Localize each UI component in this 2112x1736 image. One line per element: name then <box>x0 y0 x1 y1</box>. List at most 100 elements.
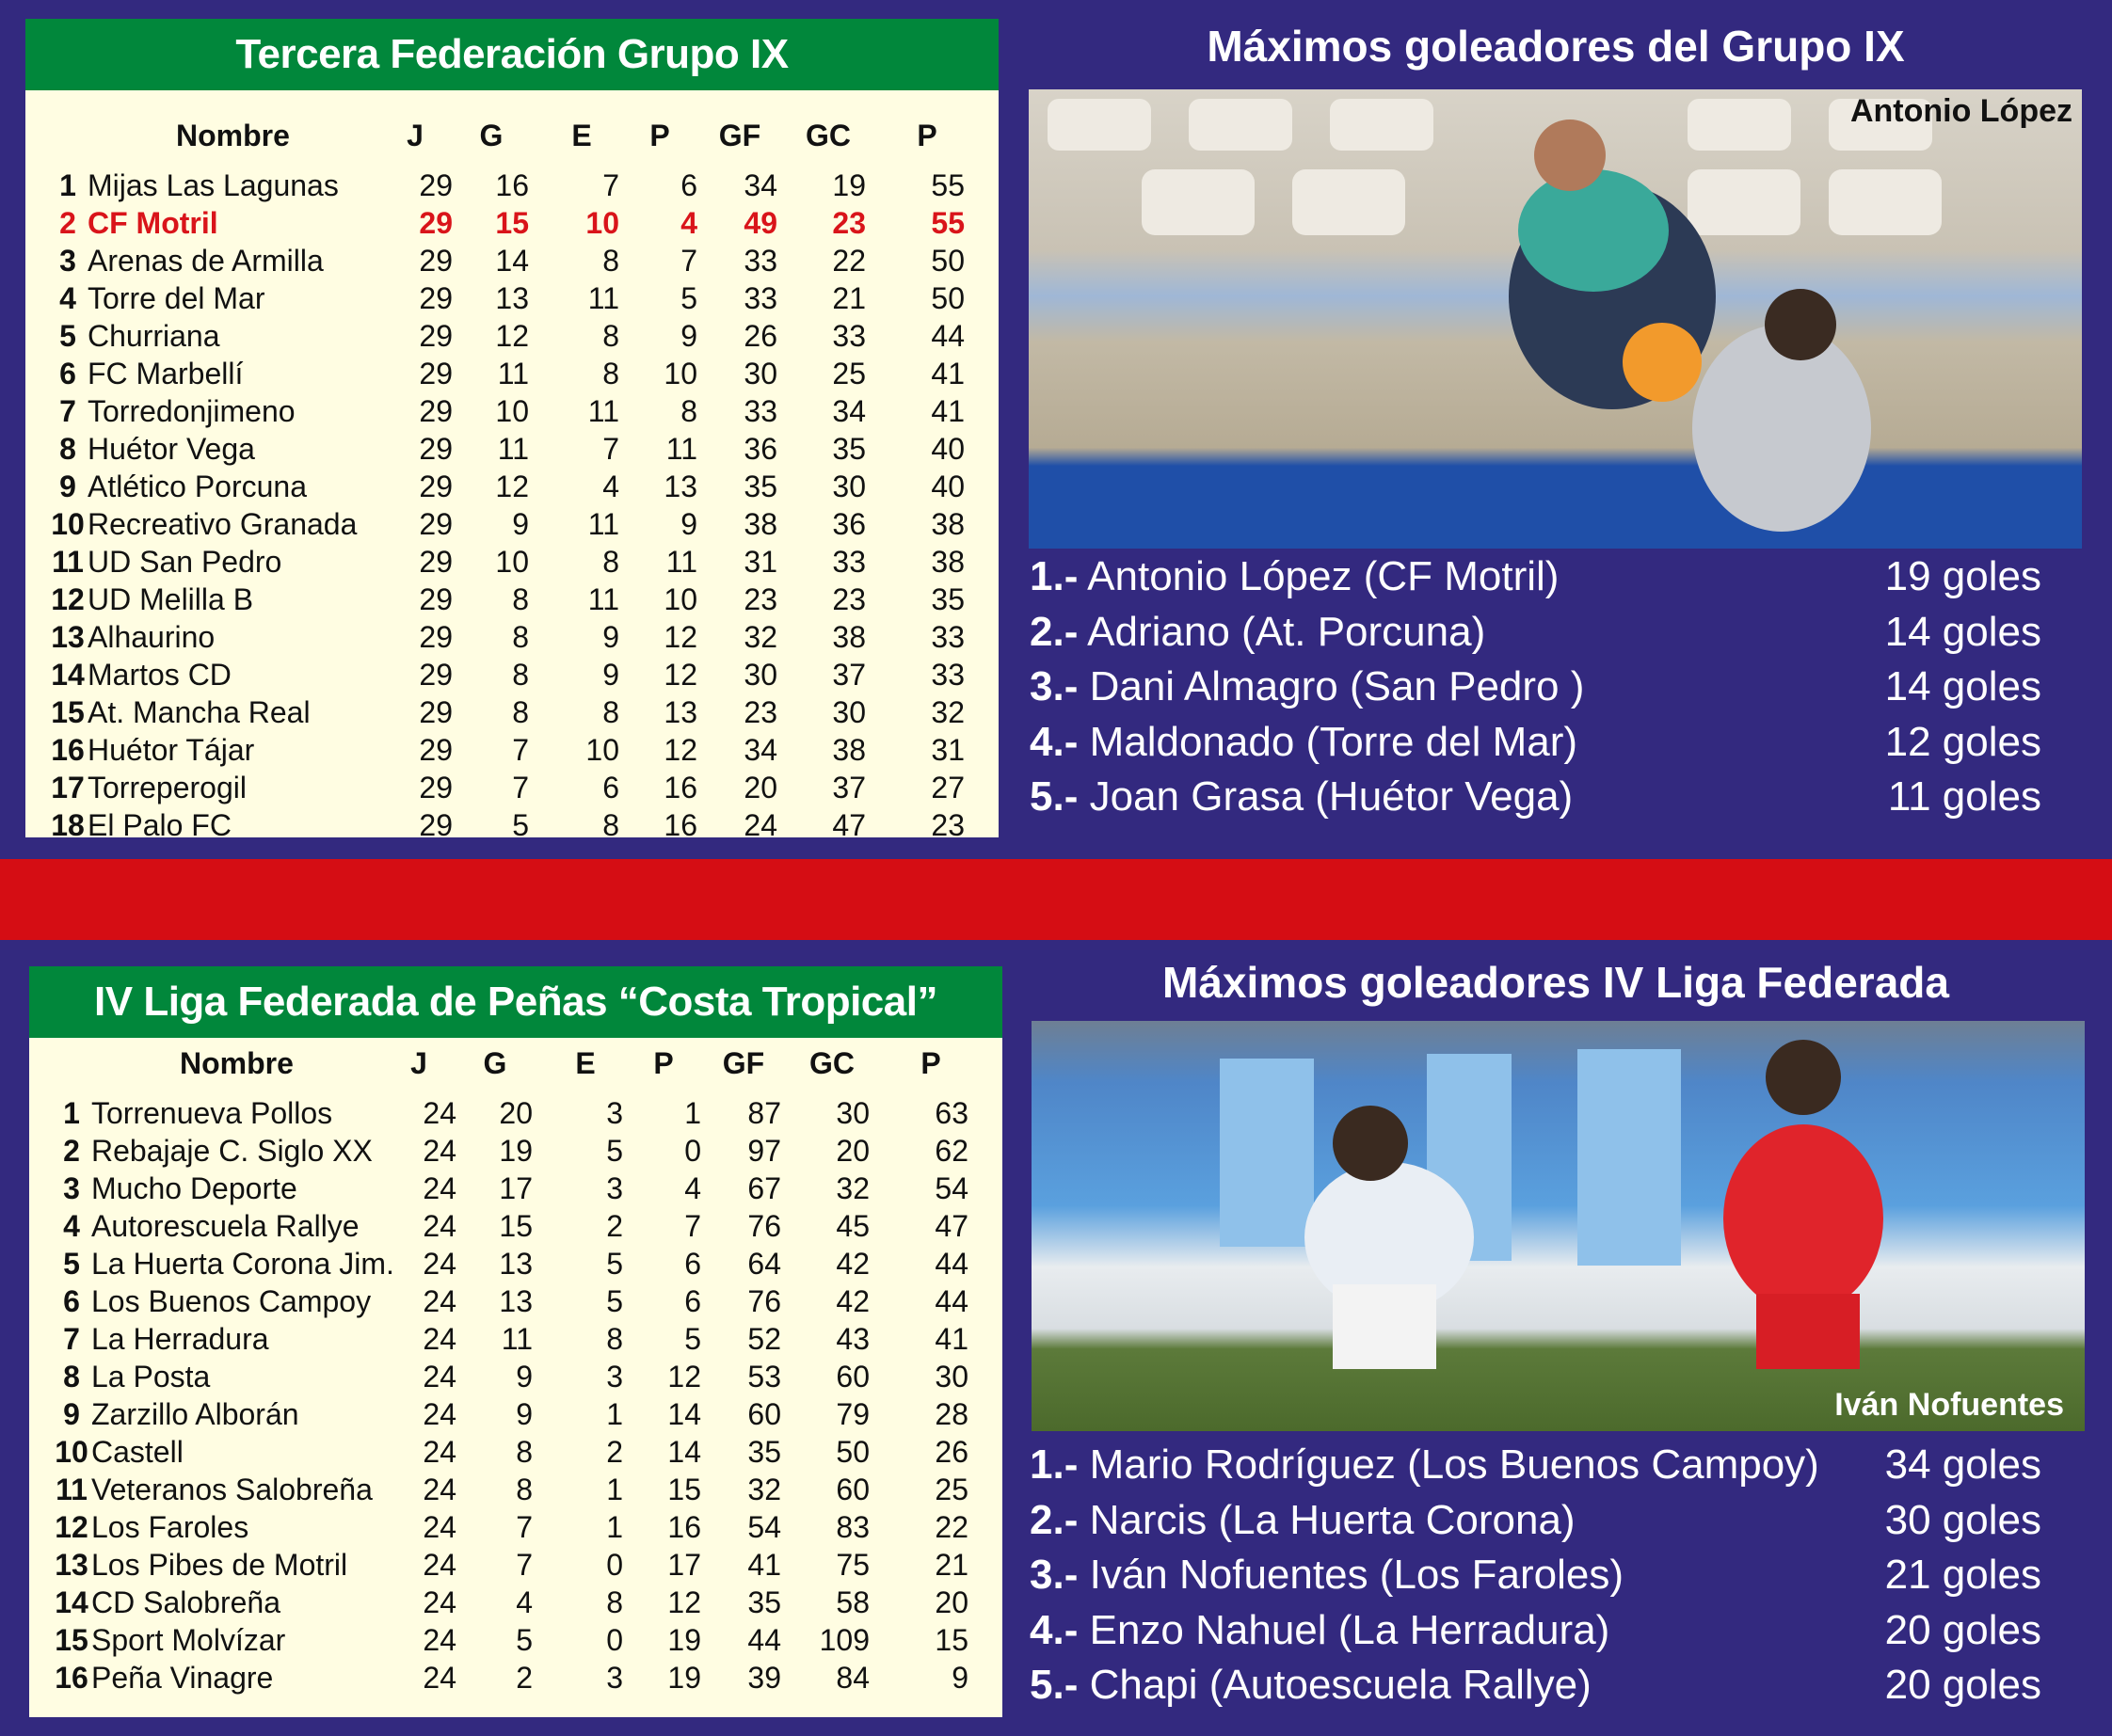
scorer-rank: 5.- <box>1030 1662 1079 1708</box>
stat-cell: 29 <box>419 319 453 353</box>
stat-cell: 14 <box>667 1435 701 1469</box>
stat-cell: 7 <box>602 168 619 202</box>
stat-cell: 76 <box>747 1284 781 1318</box>
position: 4 <box>63 1209 80 1243</box>
table-row: 1 Torrenueva Pollos 24 20 3 1 87 30 63 <box>29 1096 1002 1134</box>
stat-cell: 8 <box>602 545 619 579</box>
table-row: 5 La Huerta Corona Jim. 24 13 5 6 64 42 44 <box>29 1247 1002 1284</box>
stat-cell: 30 <box>832 470 866 503</box>
scorer-item: 5.- Joan Grasa (Huétor Vega) 11 goles <box>1030 773 2041 820</box>
stat-cell: 8 <box>512 695 529 729</box>
stat-cell: 11 <box>665 545 697 579</box>
stat-cell: 20 <box>935 1585 968 1619</box>
stat-cell: 13 <box>664 470 697 503</box>
stat-cell: 14 <box>667 1397 701 1431</box>
stat-cell: 55 <box>931 168 965 202</box>
position: 5 <box>59 319 76 353</box>
stat-cell: 31 <box>931 733 965 767</box>
position: 14 <box>51 658 85 692</box>
stat-cell: 0 <box>606 1548 623 1582</box>
stat-cell: 29 <box>419 470 453 503</box>
stat-cell: 9 <box>516 1360 533 1394</box>
table-row: 4 Autorescuela Rallye 24 15 2 7 76 45 47 <box>29 1209 1002 1247</box>
stat-cell: 35 <box>931 582 965 616</box>
table-row: 2 CF Motril 29 15 10 4 49 23 55 <box>25 206 999 244</box>
player-photo-ivan-nofuentes: Iván Nofuentes <box>1032 1021 2085 1431</box>
stat-cell: 7 <box>680 244 697 278</box>
stat-cell: 5 <box>680 281 697 315</box>
column-header: GC <box>806 119 851 152</box>
stat-cell: 8 <box>602 244 619 278</box>
stat-cell: 54 <box>935 1171 968 1205</box>
position: 2 <box>59 206 76 240</box>
stat-cell: 15 <box>499 1209 533 1243</box>
team-name: Atlético Porcuna <box>88 470 308 503</box>
stat-cell: 87 <box>747 1096 781 1130</box>
stat-cell: 20 <box>744 771 777 804</box>
stat-cell: 7 <box>512 771 529 804</box>
table-row: 11 Veteranos Salobreña 24 8 1 15 32 60 25 <box>29 1473 1002 1510</box>
scorer-item: 1.- Mario Rodríguez (Los Buenos Campoy) 3… <box>1030 1441 2041 1489</box>
stat-cell: 15 <box>935 1623 968 1657</box>
scorer-rank: 4.- <box>1030 1606 1079 1653</box>
team-name: Torre del Mar <box>88 281 265 315</box>
table-header-row: Nombre J G E P GF GC P <box>25 119 999 156</box>
table-row: 5 Churriana 29 12 8 9 26 33 44 <box>25 319 999 357</box>
column-header: J <box>410 1046 427 1080</box>
stat-cell: 45 <box>836 1209 870 1243</box>
table-row: 7 Torredonjimeno 29 10 11 8 33 34 41 <box>25 394 999 432</box>
scorer-rank: 1.- <box>1030 1441 1079 1488</box>
stat-cell: 32 <box>836 1171 870 1205</box>
scorer-item: 5.- Chapi (Autoescuela Rallye) 20 goles <box>1030 1662 2041 1709</box>
team-name: UD San Pedro <box>88 545 282 579</box>
stat-cell: 7 <box>512 733 529 767</box>
table-row: 13 Los Pibes de Motril 24 7 0 17 41 75 21 <box>29 1548 1002 1585</box>
stat-cell: 11 <box>501 1322 533 1356</box>
team-name: CD Salobreña <box>91 1585 280 1619</box>
stat-cell: 4 <box>516 1585 533 1619</box>
stat-cell: 14 <box>495 244 529 278</box>
stat-cell: 43 <box>836 1322 870 1356</box>
position: 18 <box>51 808 85 842</box>
column-header: E <box>571 119 592 152</box>
stat-cell: 33 <box>744 244 777 278</box>
table-header-row: Nombre J G E P GF GC P <box>29 1046 1002 1084</box>
photo-illustration <box>1220 1040 1883 1369</box>
stat-cell: 22 <box>832 244 866 278</box>
scorer-goals: 14 goles <box>1884 608 2041 655</box>
stat-cell: 5 <box>606 1247 623 1281</box>
stat-cell: 40 <box>931 432 965 466</box>
table-title: IV Liga Federada de Peñas “Costa Tropica… <box>29 966 1002 1038</box>
scorer-goals: 11 goles <box>1887 773 2041 820</box>
stat-cell: 84 <box>836 1661 870 1695</box>
stat-cell: 21 <box>935 1548 968 1582</box>
table-row: 18 El Palo FC 29 5 8 16 24 47 23 <box>25 808 999 846</box>
table-row: 14 CD Salobreña 24 4 8 12 35 58 20 <box>29 1585 1002 1623</box>
stat-cell: 38 <box>931 507 965 541</box>
stat-cell: 8 <box>606 1585 623 1619</box>
team-name: Martos CD <box>88 658 232 692</box>
stat-cell: 63 <box>935 1096 968 1130</box>
stat-cell: 12 <box>667 1360 701 1394</box>
stat-cell: 22 <box>935 1510 968 1544</box>
table-title: Tercera Federación Grupo IX <box>25 19 999 90</box>
stat-cell: 44 <box>935 1284 968 1318</box>
stat-cell: 7 <box>516 1510 533 1544</box>
stat-cell: 16 <box>667 1510 701 1544</box>
stat-cell: 29 <box>419 244 453 278</box>
table-row: 7 La Herradura 24 11 8 5 52 43 41 <box>29 1322 1002 1360</box>
stat-cell: 29 <box>419 507 453 541</box>
position: 15 <box>55 1623 88 1657</box>
stat-cell: 1 <box>606 1473 623 1506</box>
position: 10 <box>55 1435 88 1469</box>
stat-cell: 12 <box>667 1585 701 1619</box>
scorer-item: 4.- Maldonado (Torre del Mar) 12 goles <box>1030 719 2041 766</box>
stat-cell: 23 <box>832 582 866 616</box>
stat-cell: 44 <box>931 319 965 353</box>
stat-cell: 41 <box>747 1548 781 1582</box>
table-row: 15 Sport Molvízar 24 5 0 19 44 109 15 <box>29 1623 1002 1661</box>
scorers-title-liga-federada: Máximos goleadores IV Liga Federada <box>1162 958 1949 1007</box>
stat-cell: 13 <box>499 1247 533 1281</box>
position: 4 <box>59 281 76 315</box>
stat-cell: 3 <box>606 1360 623 1394</box>
